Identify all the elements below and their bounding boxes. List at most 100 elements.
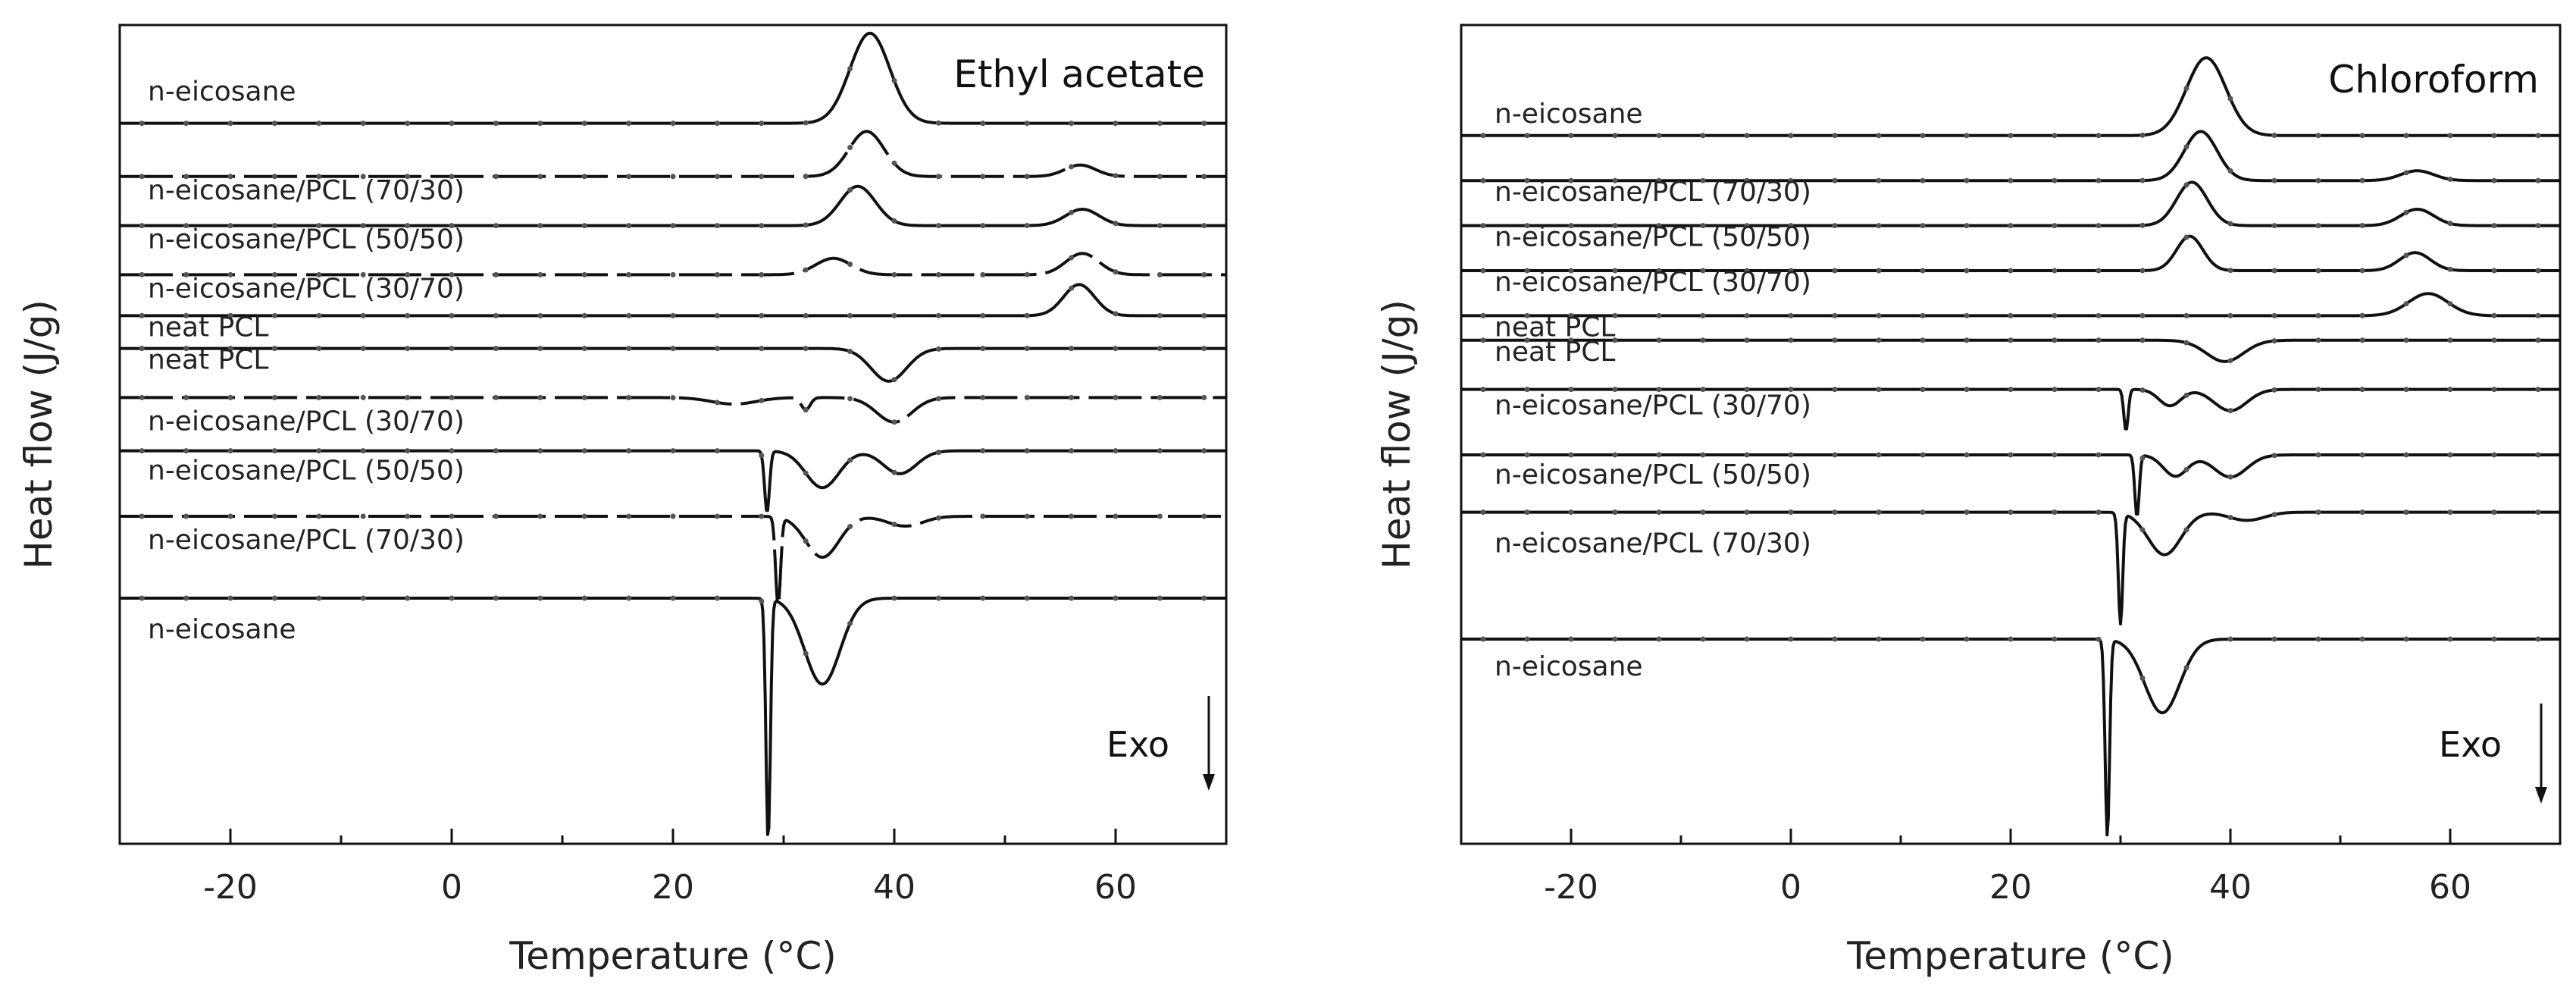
exo-label: Exo — [1106, 724, 1169, 765]
curve-marker — [980, 312, 986, 318]
curve-marker — [2447, 387, 2453, 393]
curve-marker — [1157, 346, 1163, 352]
curve-marker — [537, 271, 543, 277]
curve-marker — [360, 121, 366, 127]
curve-marker — [1069, 346, 1075, 352]
curve-marker — [803, 407, 809, 413]
curve-marker — [2008, 387, 2014, 393]
curve-marker — [139, 394, 145, 400]
curve-marker — [2052, 387, 2058, 393]
ethyl-acetate-panel: -20 0 20 40 60 Temperature (°C) Heat flow (J/g… — [17, 24, 1228, 978]
curve-marker — [360, 346, 366, 352]
curve-marker — [1876, 312, 1882, 318]
curve-marker — [759, 453, 765, 459]
curve-marker — [493, 271, 499, 277]
curve-marker — [1069, 513, 1075, 519]
curve-marker — [2183, 144, 2189, 150]
curve-marker — [847, 349, 853, 355]
curve-marker — [227, 513, 233, 519]
curve-marker — [2315, 133, 2321, 139]
x-tick-label: 20 — [1989, 868, 2032, 907]
curve-marker — [1480, 133, 1486, 139]
curve-marker — [2535, 223, 2541, 229]
curve-marker — [183, 223, 189, 229]
curve-marker — [1201, 223, 1207, 229]
curve-marker — [2139, 312, 2146, 318]
curve-marker — [759, 312, 765, 318]
curve-marker — [1656, 177, 1662, 183]
curve-marker — [1612, 387, 1618, 393]
curve-marker — [1480, 509, 1486, 516]
curve-marker — [847, 66, 853, 72]
curve-marker — [1480, 387, 1486, 393]
curve-marker — [537, 448, 543, 454]
curve-marker — [1612, 452, 1618, 458]
curve-marker — [2447, 176, 2453, 182]
curve-marker — [1832, 509, 1838, 516]
curve-marker — [360, 513, 366, 519]
curve-marker — [2359, 223, 2365, 229]
curve-marker — [183, 513, 189, 519]
curve-marker — [1524, 133, 1530, 139]
curve-marker — [1788, 387, 1794, 393]
curve-marker — [935, 312, 941, 318]
curve-marker — [1524, 636, 1530, 642]
curve-marker — [1524, 337, 1530, 343]
curve-marker — [1069, 285, 1075, 291]
curve-marker — [271, 394, 277, 400]
curve-marker — [405, 174, 411, 180]
curve-marker — [2491, 636, 2497, 642]
curve-marker — [1612, 509, 1618, 516]
x-tick-label: 0 — [1780, 868, 1801, 907]
curve-marker — [139, 223, 145, 229]
curve-marker — [2271, 636, 2277, 642]
curve-marker — [2008, 133, 2014, 139]
curve-marker — [803, 267, 809, 273]
curve-marker — [2139, 455, 2146, 461]
curve-marker — [1788, 636, 1794, 642]
curve-marker — [714, 271, 720, 277]
exo-arrow-head — [2535, 787, 2547, 804]
curve-marker — [935, 450, 941, 456]
curve-label: neat PCL — [1495, 312, 1616, 343]
curve-marker — [935, 271, 941, 277]
plot-frame — [1460, 24, 2562, 845]
curve-marker — [183, 346, 189, 352]
curve-marker — [1568, 387, 1574, 393]
y-axis-title: Heat flow (J/g) — [17, 299, 61, 569]
curve-marker — [2227, 515, 2233, 521]
curve-label: neat PCL — [1495, 337, 1616, 368]
curve-marker — [2008, 223, 2014, 229]
curve-marker — [1612, 337, 1618, 343]
curve-marker — [1920, 636, 1926, 642]
curve-marker — [1920, 452, 1926, 458]
curve-marker — [2052, 337, 2058, 343]
curve-marker — [2183, 392, 2189, 398]
x-tick-label: 40 — [2209, 868, 2252, 907]
curve-marker — [670, 513, 676, 519]
curve-marker — [2227, 312, 2233, 318]
curve-marker — [2008, 636, 2014, 642]
curve-marker — [1157, 174, 1163, 180]
curve-marker — [360, 271, 366, 277]
curve-marker — [2052, 133, 2058, 139]
curve-marker — [1656, 337, 1662, 343]
curve-marker — [2359, 636, 2365, 642]
curve-marker — [183, 448, 189, 454]
curve-marker — [2403, 252, 2409, 259]
curve-marker — [2491, 337, 2497, 343]
x-tick-label: -20 — [203, 868, 258, 907]
curve-marker — [493, 595, 499, 601]
curve-marker — [980, 346, 986, 352]
curve-marker — [1113, 311, 1119, 317]
curve-marker — [2535, 268, 2541, 274]
curve-marker — [2183, 234, 2189, 240]
curve-marker — [2403, 301, 2409, 307]
curve-marker — [449, 346, 455, 352]
curve-marker — [493, 346, 499, 352]
curve-marker — [537, 223, 543, 229]
curve-marker — [1024, 394, 1030, 400]
curve-marker — [316, 174, 322, 180]
curve-marker — [1832, 636, 1838, 642]
curve-label: n-eicosane/PCL (70/30) — [1495, 528, 1811, 559]
